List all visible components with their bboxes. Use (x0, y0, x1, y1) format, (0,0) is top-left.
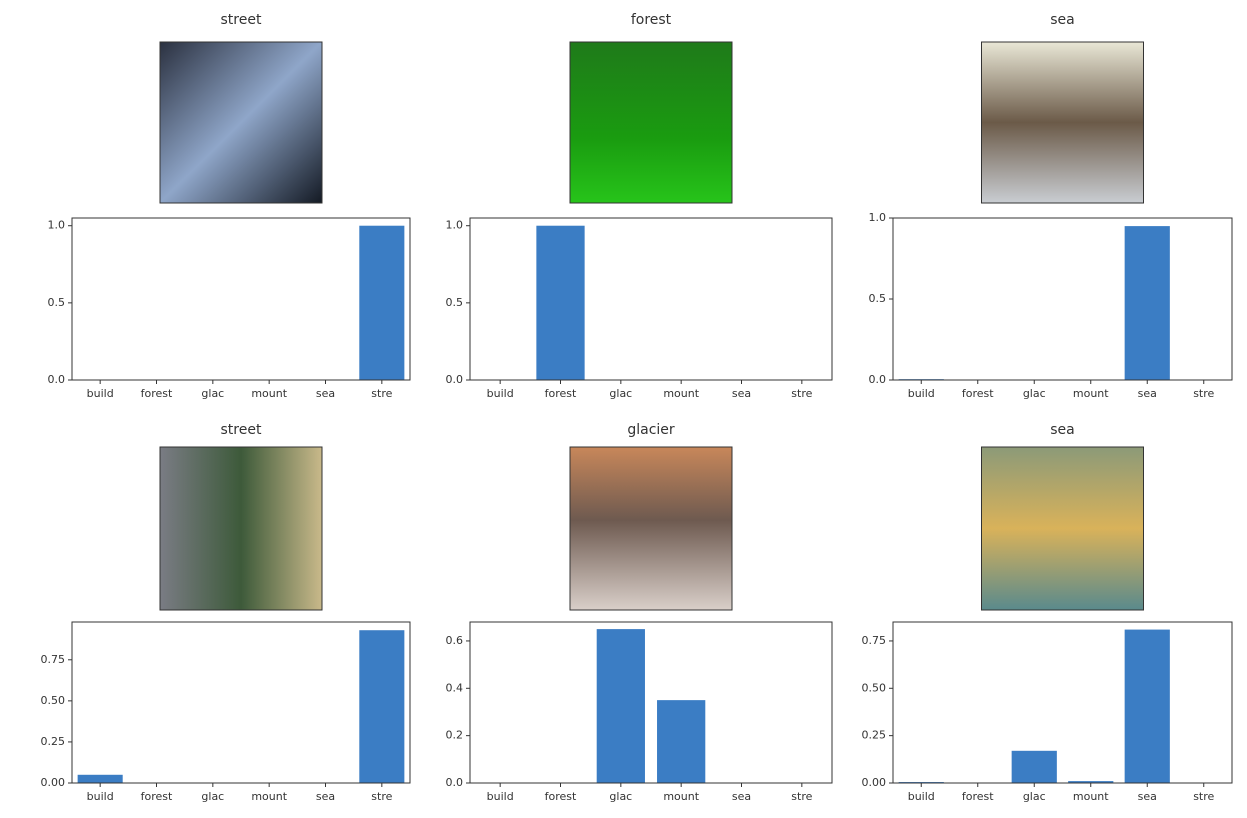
y-tick-label: 0.00 (41, 776, 66, 789)
y-tick-label: 0.5 (869, 292, 887, 305)
x-tick-label: mount (251, 387, 287, 400)
x-tick-label: sea (1138, 387, 1157, 400)
x-tick-label: mount (663, 790, 699, 803)
image-title: street (221, 12, 262, 28)
y-tick-label: 0.50 (862, 681, 887, 694)
bar (1012, 751, 1057, 783)
y-tick-label: 0.25 (41, 735, 66, 748)
x-tick-label: glac (609, 790, 632, 803)
bar (657, 700, 705, 783)
x-tick-label: build (487, 790, 514, 803)
x-tick-label: sea (1138, 790, 1157, 803)
bar (78, 775, 123, 783)
image (570, 447, 732, 610)
x-tick-label: glac (1023, 790, 1046, 803)
y-tick-label: 0.0 (48, 373, 66, 386)
x-tick-label: glac (201, 790, 224, 803)
x-tick-label: stre (791, 790, 812, 803)
bar (1125, 226, 1170, 380)
x-tick-label: build (87, 387, 114, 400)
axes-frame (470, 218, 832, 380)
x-tick-label: mount (663, 387, 699, 400)
image (570, 42, 732, 203)
x-tick-label: stre (371, 790, 392, 803)
x-tick-label: forest (962, 790, 994, 803)
figure: street 0.0 0.5 1.0 build forest glac mount sea st… (0, 0, 1247, 818)
x-tick-label: forest (141, 790, 173, 803)
x-tick-label: build (908, 790, 935, 803)
y-tick-label: 0.2 (446, 729, 464, 742)
bar (359, 630, 404, 783)
image (982, 447, 1144, 610)
y-tick-label: 0.0 (446, 776, 464, 789)
x-tick-label: sea (316, 790, 335, 803)
x-tick-label: stre (1193, 790, 1214, 803)
y-tick-label: 0.6 (446, 634, 464, 647)
bar (536, 226, 584, 380)
x-tick-label: mount (1073, 387, 1109, 400)
bar (597, 629, 645, 783)
y-tick-label: 0.75 (41, 653, 66, 666)
y-tick-label: 1.0 (446, 219, 464, 232)
y-tick-label: 1.0 (48, 219, 66, 232)
y-tick-label: 0.50 (41, 694, 66, 707)
x-tick-label: build (87, 790, 114, 803)
x-tick-label: stre (371, 387, 392, 400)
y-tick-label: 0.5 (446, 296, 464, 309)
y-tick-label: 0.5 (48, 296, 66, 309)
image-title: street (221, 422, 262, 438)
axes-frame (893, 622, 1232, 783)
x-tick-label: forest (545, 387, 577, 400)
x-tick-label: sea (732, 387, 751, 400)
bar (1125, 630, 1170, 783)
y-tick-label: 0.0 (446, 373, 464, 386)
x-tick-label: glac (609, 387, 632, 400)
x-tick-label: mount (1073, 790, 1109, 803)
x-tick-label: build (908, 387, 935, 400)
image (982, 42, 1144, 203)
y-tick-label: 0.4 (446, 681, 464, 694)
bar (359, 226, 404, 380)
image-title: glacier (627, 422, 675, 438)
x-tick-label: build (487, 387, 514, 400)
image-title: sea (1050, 422, 1075, 438)
y-tick-label: 0.0 (869, 373, 887, 386)
axes-frame (470, 622, 832, 783)
y-tick-label: 0.00 (862, 776, 887, 789)
image (160, 447, 322, 610)
y-tick-label: 1.0 (869, 211, 887, 224)
image (160, 42, 322, 203)
x-tick-label: glac (1023, 387, 1046, 400)
image-title: forest (631, 12, 672, 28)
x-tick-label: forest (141, 387, 173, 400)
x-tick-label: sea (732, 790, 751, 803)
axes-frame (893, 218, 1232, 380)
x-tick-label: mount (251, 790, 287, 803)
x-tick-label: stre (1193, 387, 1214, 400)
x-tick-label: forest (545, 790, 577, 803)
x-tick-label: stre (791, 387, 812, 400)
y-tick-label: 0.75 (862, 634, 887, 647)
x-tick-label: glac (201, 387, 224, 400)
image-title: sea (1050, 12, 1075, 28)
y-tick-label: 0.25 (862, 729, 887, 742)
x-tick-label: sea (316, 387, 335, 400)
x-tick-label: forest (962, 387, 994, 400)
